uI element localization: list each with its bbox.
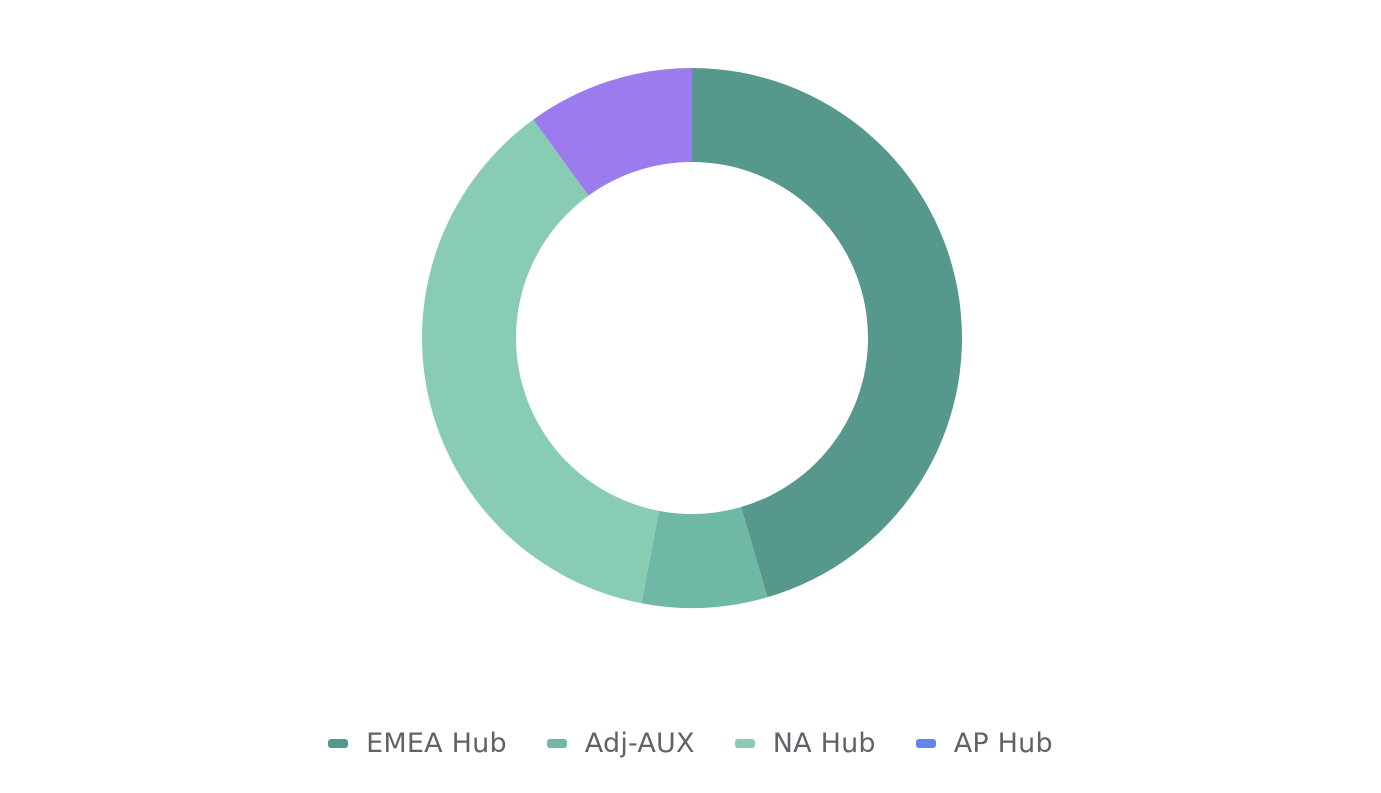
- legend-item-na-hub[interactable]: NA Hub: [734, 727, 876, 759]
- donut-slice-na-hub[interactable]: [421, 119, 660, 604]
- chart-legend: EMEA Hub Adj-AUX NA Hub AP Hub: [0, 718, 1381, 768]
- legend-swatch: [734, 738, 755, 748]
- legend-label: NA Hub: [772, 727, 876, 759]
- legend-label: EMEA Hub: [366, 727, 507, 759]
- legend-swatch: [546, 738, 567, 748]
- legend-label: Adj-AUX: [584, 727, 695, 759]
- legend-swatch: [328, 738, 349, 748]
- legend-item-ap-hub[interactable]: AP Hub: [915, 727, 1053, 759]
- donut-chart-svg: [421, 68, 962, 608]
- donut-slice-emea-hub[interactable]: [692, 68, 962, 598]
- donut-slice-adj-aux[interactable]: [641, 507, 768, 608]
- legend-label: AP Hub: [953, 727, 1053, 759]
- legend-swatch: [915, 738, 936, 748]
- donut-chart: [421, 68, 962, 608]
- donut-slice-ap-hub[interactable]: [533, 68, 692, 196]
- legend-item-emea-hub[interactable]: EMEA Hub: [328, 728, 507, 759]
- legend-item-adj-aux[interactable]: Adj-AUX: [546, 727, 695, 759]
